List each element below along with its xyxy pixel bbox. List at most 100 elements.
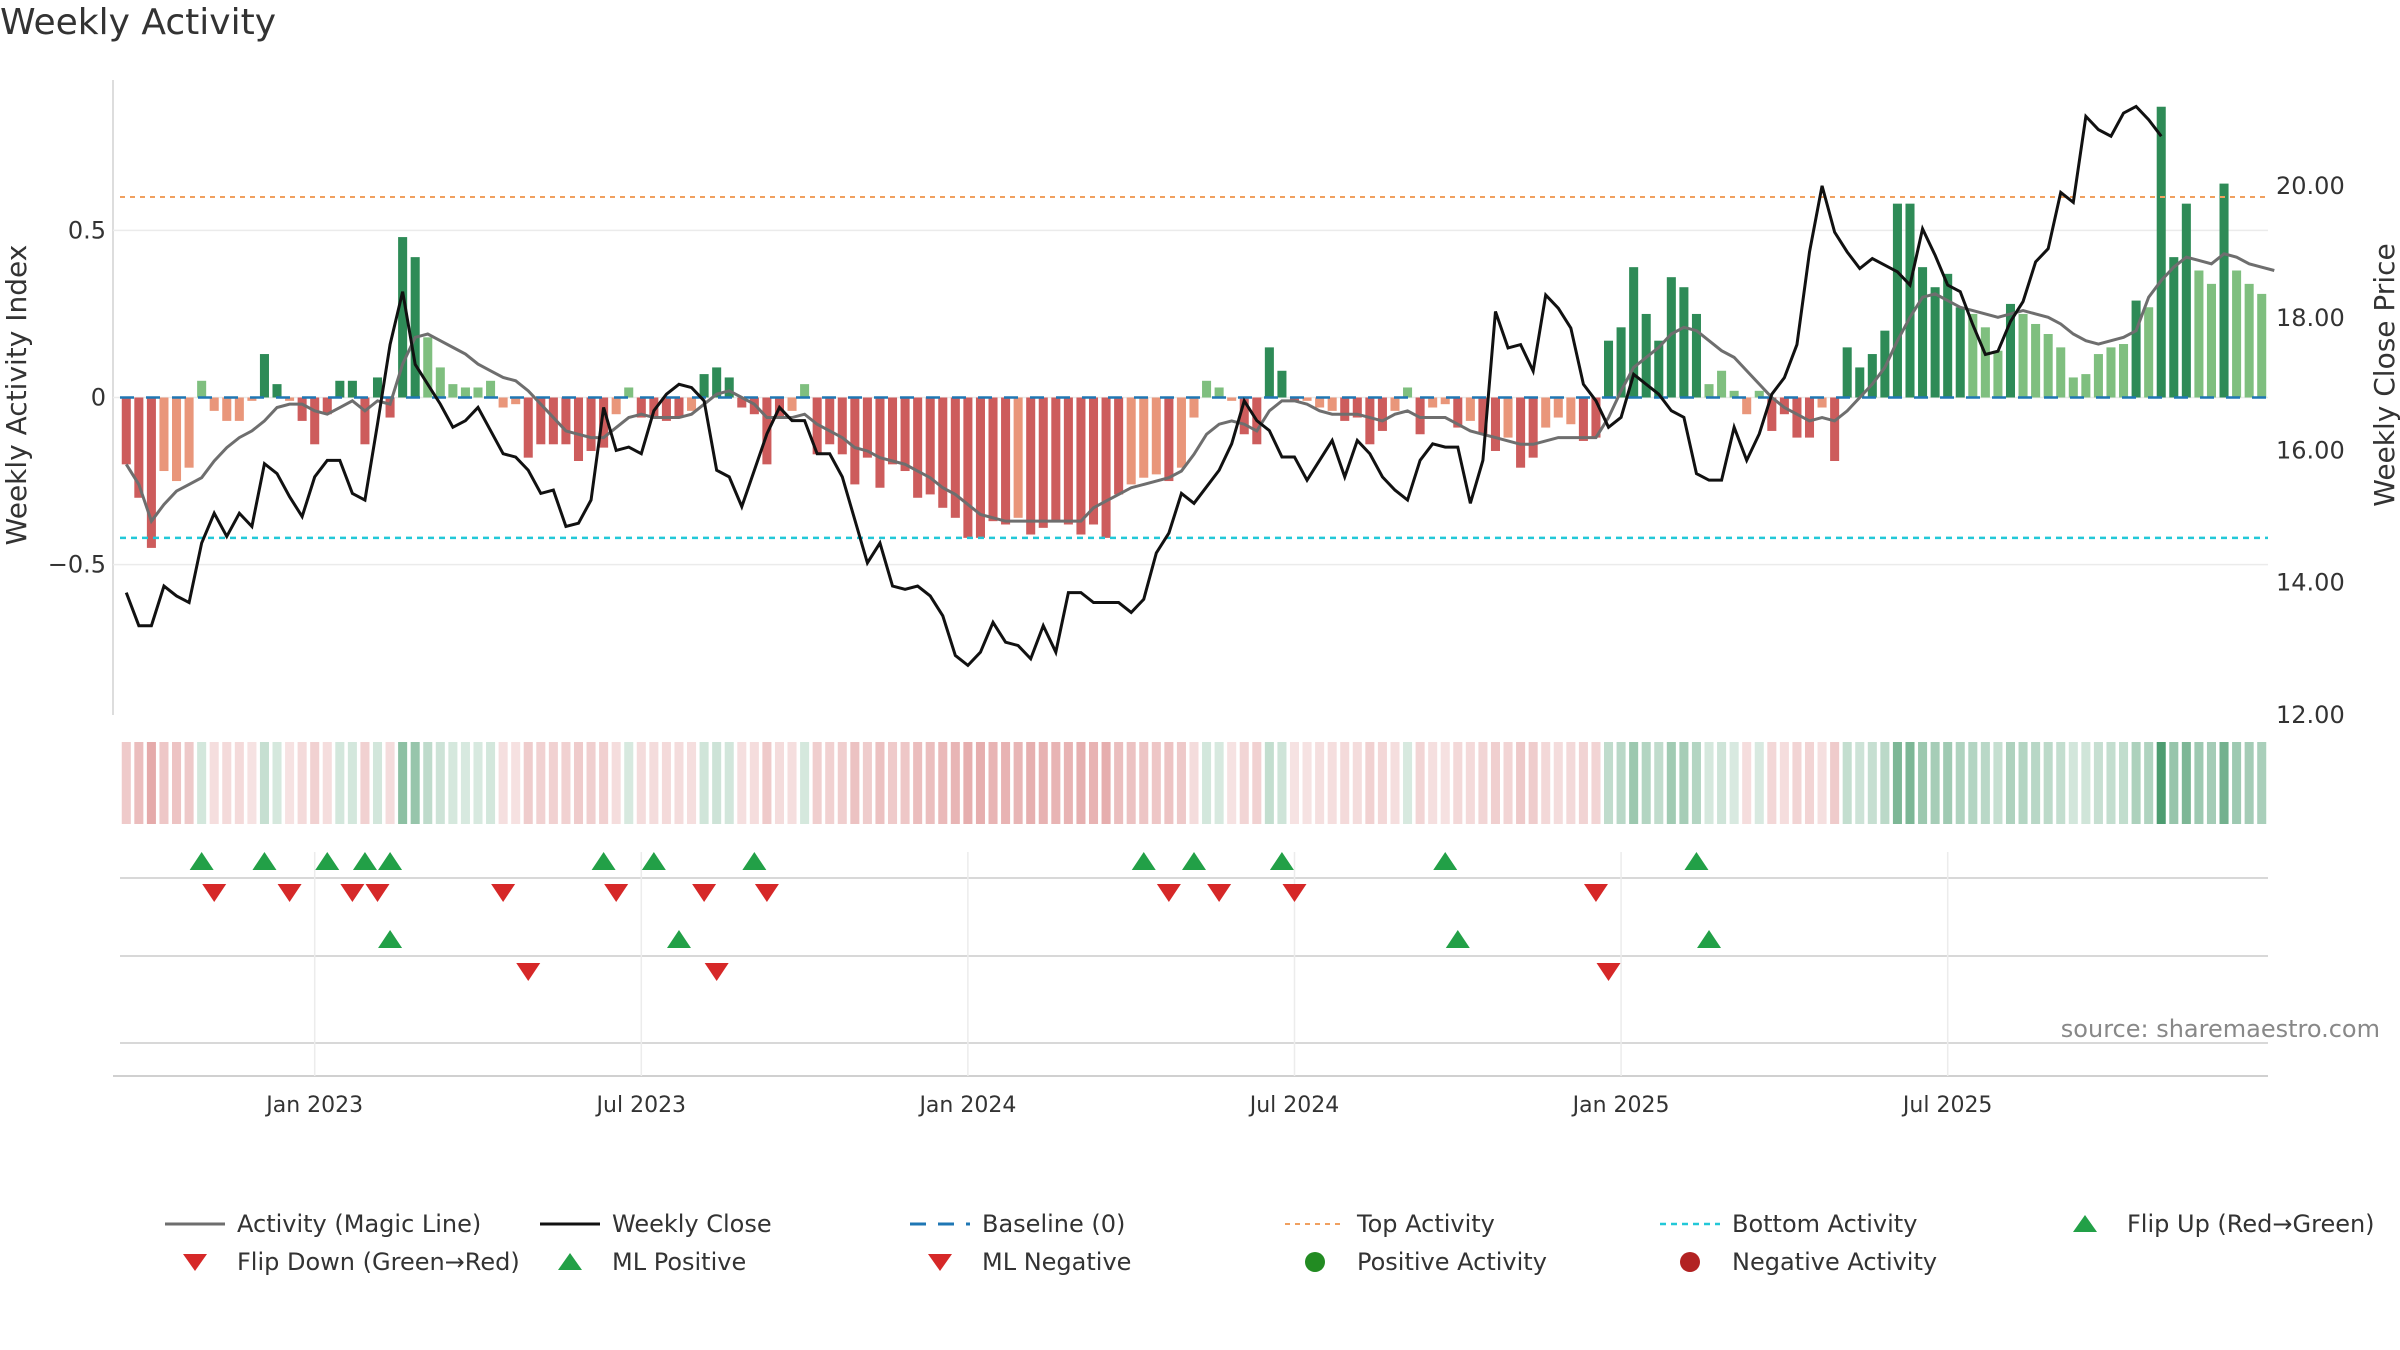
legend-item: ML Negative	[928, 1248, 1131, 1276]
activity-bar	[1315, 397, 1325, 408]
activity-bar	[1302, 397, 1312, 401]
legend-label: Positive Activity	[1357, 1248, 1547, 1276]
flip-down-marker	[277, 884, 302, 902]
activity-bar	[2194, 270, 2204, 398]
heat-cell	[209, 742, 219, 824]
activity-bar	[1076, 397, 1086, 535]
heat-cell	[536, 742, 546, 824]
heat-cell	[1691, 742, 1701, 824]
activity-bar	[1239, 397, 1249, 435]
heat-cell	[1980, 742, 1990, 824]
activity-bar	[2005, 303, 2016, 398]
activity-bar	[335, 380, 345, 398]
heat-cell	[1302, 742, 1312, 824]
heat-cell	[850, 742, 860, 824]
heat-cell	[2005, 742, 2016, 824]
activity-bar	[1390, 397, 1400, 411]
activity-bar	[511, 397, 521, 405]
activity-bar	[661, 397, 671, 421]
heat-cell	[1591, 742, 1601, 824]
activity-bar	[850, 397, 860, 485]
flip-down-marker	[604, 884, 629, 902]
activity-bar	[2206, 283, 2216, 398]
ml-positive-marker	[666, 930, 691, 948]
heat-cell	[1604, 742, 1614, 824]
activity-bar	[2106, 347, 2116, 398]
heat-cell	[1578, 742, 1588, 824]
activity-bar	[1679, 287, 1689, 398]
chart-title: Weekly Activity	[0, 2, 277, 43]
activity-bar	[1918, 267, 1928, 398]
activity-bar	[1516, 397, 1526, 468]
heat-cell	[259, 742, 269, 824]
legend-label: Flip Up (Red→Green)	[2127, 1210, 2375, 1238]
activity-bar	[1943, 273, 1953, 398]
flip-up-marker	[742, 852, 767, 870]
activity-bar	[1013, 397, 1023, 518]
activity-bar	[825, 397, 835, 445]
activity-bar	[1804, 397, 1815, 438]
activity-bar	[1264, 347, 1274, 398]
activity-bar	[385, 397, 395, 418]
heat-cell	[1654, 742, 1664, 824]
heat-cell	[347, 742, 357, 824]
flip-down-marker	[1156, 884, 1181, 902]
heat-cell	[1440, 742, 1450, 824]
activity-bar	[1629, 267, 1639, 398]
flip-up-marker	[1131, 852, 1156, 870]
heat-cell	[486, 742, 496, 824]
activity-bar	[2043, 334, 2053, 398]
activity-bar	[1403, 387, 1413, 398]
flip-up-marker	[1269, 852, 1294, 870]
heat-cell	[1415, 742, 1425, 824]
legend-swatch	[928, 1254, 952, 1271]
activity-bar	[1767, 397, 1777, 431]
activity-bar	[1742, 397, 1752, 415]
activity-bar	[624, 387, 634, 398]
activity-bar	[2119, 344, 2129, 398]
heat-cell	[398, 742, 408, 824]
heat-cell	[812, 742, 822, 824]
heat-cell	[862, 742, 872, 824]
heat-cell	[1993, 742, 2003, 824]
activity-bar	[1855, 367, 1865, 398]
activity-bar	[636, 397, 646, 418]
heat-cell	[247, 742, 257, 824]
legend-item: ML Positive	[558, 1248, 746, 1276]
flip-down-marker	[1583, 884, 1608, 902]
heat-cell	[1830, 742, 1840, 824]
activity-bar	[523, 397, 533, 458]
legend-label: Top Activity	[1356, 1210, 1495, 1238]
heat-cell	[2156, 742, 2166, 824]
legend-swatch	[1680, 1252, 1700, 1272]
legend-label: ML Negative	[982, 1248, 1131, 1276]
heat-cell	[1051, 742, 1061, 824]
activity-bar	[1817, 397, 1827, 408]
heat-cell	[2018, 742, 2028, 824]
activity-bar	[2093, 354, 2103, 398]
activity-bar	[1604, 340, 1614, 398]
magic-line	[125, 252, 2275, 525]
legend-swatch	[558, 1253, 582, 1270]
activity-bar	[1051, 397, 1061, 522]
heat-cell	[1139, 742, 1149, 824]
activity-bar	[1026, 397, 1036, 535]
activity-bar	[1189, 397, 1199, 418]
ml-negative-marker	[516, 963, 541, 981]
activity-bar	[1955, 307, 1965, 398]
activity-bar	[2081, 374, 2091, 398]
heat-cell	[1616, 742, 1626, 824]
activity-bar	[925, 397, 935, 495]
heat-cell	[1804, 742, 1815, 824]
heat-cell	[825, 742, 835, 824]
heat-cell	[561, 742, 571, 824]
heat-cell	[649, 742, 659, 824]
activity-bar	[209, 397, 219, 411]
heat-cell	[448, 742, 458, 824]
ml-negative-marker	[1596, 963, 1621, 981]
activity-bar	[486, 380, 496, 398]
heat-cell	[159, 742, 169, 824]
heat-cell	[1742, 742, 1752, 824]
activity-bar	[1327, 397, 1337, 411]
right-tick-label: 20.00	[2276, 172, 2345, 200]
